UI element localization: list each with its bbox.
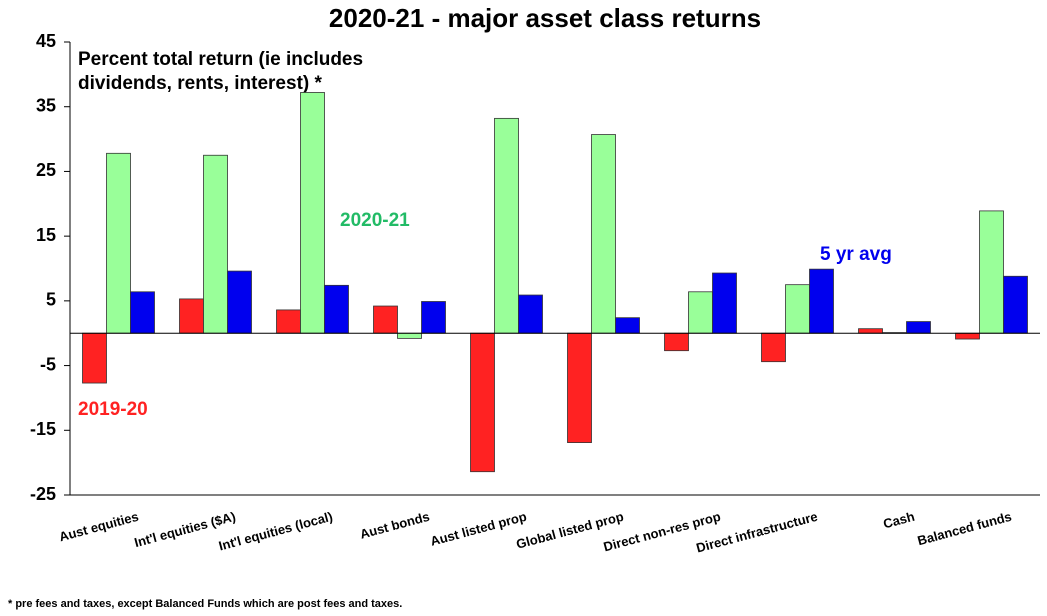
bar — [567, 332, 592, 443]
bar — [470, 332, 495, 473]
y-tick-label: -15 — [30, 419, 56, 439]
y-tick-label: 15 — [36, 225, 56, 245]
y-tick-label: 5 — [46, 290, 56, 310]
bar — [179, 298, 204, 334]
y-tick-label: -25 — [30, 484, 56, 504]
y-tick-label: 35 — [36, 95, 56, 115]
bar — [785, 284, 810, 334]
bar — [615, 317, 640, 334]
bar — [979, 210, 1004, 334]
bar — [761, 332, 786, 363]
bar — [664, 332, 689, 352]
bar — [809, 268, 834, 334]
x-tick-label: Aust equities — [57, 509, 140, 545]
bar — [906, 321, 931, 334]
bar — [300, 92, 325, 334]
bar — [421, 301, 446, 334]
footnote: * pre fees and taxes, except Balanced Fu… — [8, 598, 402, 610]
subtitle: dividends, rents, interest) * — [78, 73, 322, 94]
bar — [591, 134, 616, 334]
bar — [397, 332, 422, 339]
bar — [203, 154, 228, 334]
x-tick-label: Aust listed prop — [429, 509, 529, 549]
bar — [518, 294, 543, 334]
x-tick-label: Balanced funds — [916, 509, 1013, 549]
bar — [955, 332, 980, 340]
bar — [373, 305, 398, 334]
bar — [688, 291, 713, 334]
y-tick-label: -5 — [40, 354, 56, 374]
series-label: 2019-20 — [78, 399, 148, 420]
bar — [227, 270, 252, 334]
y-tick-label: 45 — [36, 31, 56, 51]
bar — [1003, 275, 1028, 334]
bar — [858, 328, 883, 334]
bar — [130, 291, 155, 334]
bar — [494, 117, 519, 334]
chart-title: 2020-21 - major asset class returns — [329, 3, 761, 33]
bar — [276, 309, 301, 334]
x-tick-label: Aust bonds — [358, 509, 431, 542]
y-tick-label: 25 — [36, 160, 56, 180]
bar — [82, 332, 107, 384]
bar — [106, 152, 131, 334]
subtitle: Percent total return (ie includes — [78, 49, 363, 70]
series-label: 2020-21 — [340, 210, 410, 231]
bar — [324, 284, 349, 334]
series-label: 5 yr avg — [820, 244, 892, 265]
bar — [712, 272, 737, 334]
x-tick-label: Cash — [882, 509, 917, 532]
